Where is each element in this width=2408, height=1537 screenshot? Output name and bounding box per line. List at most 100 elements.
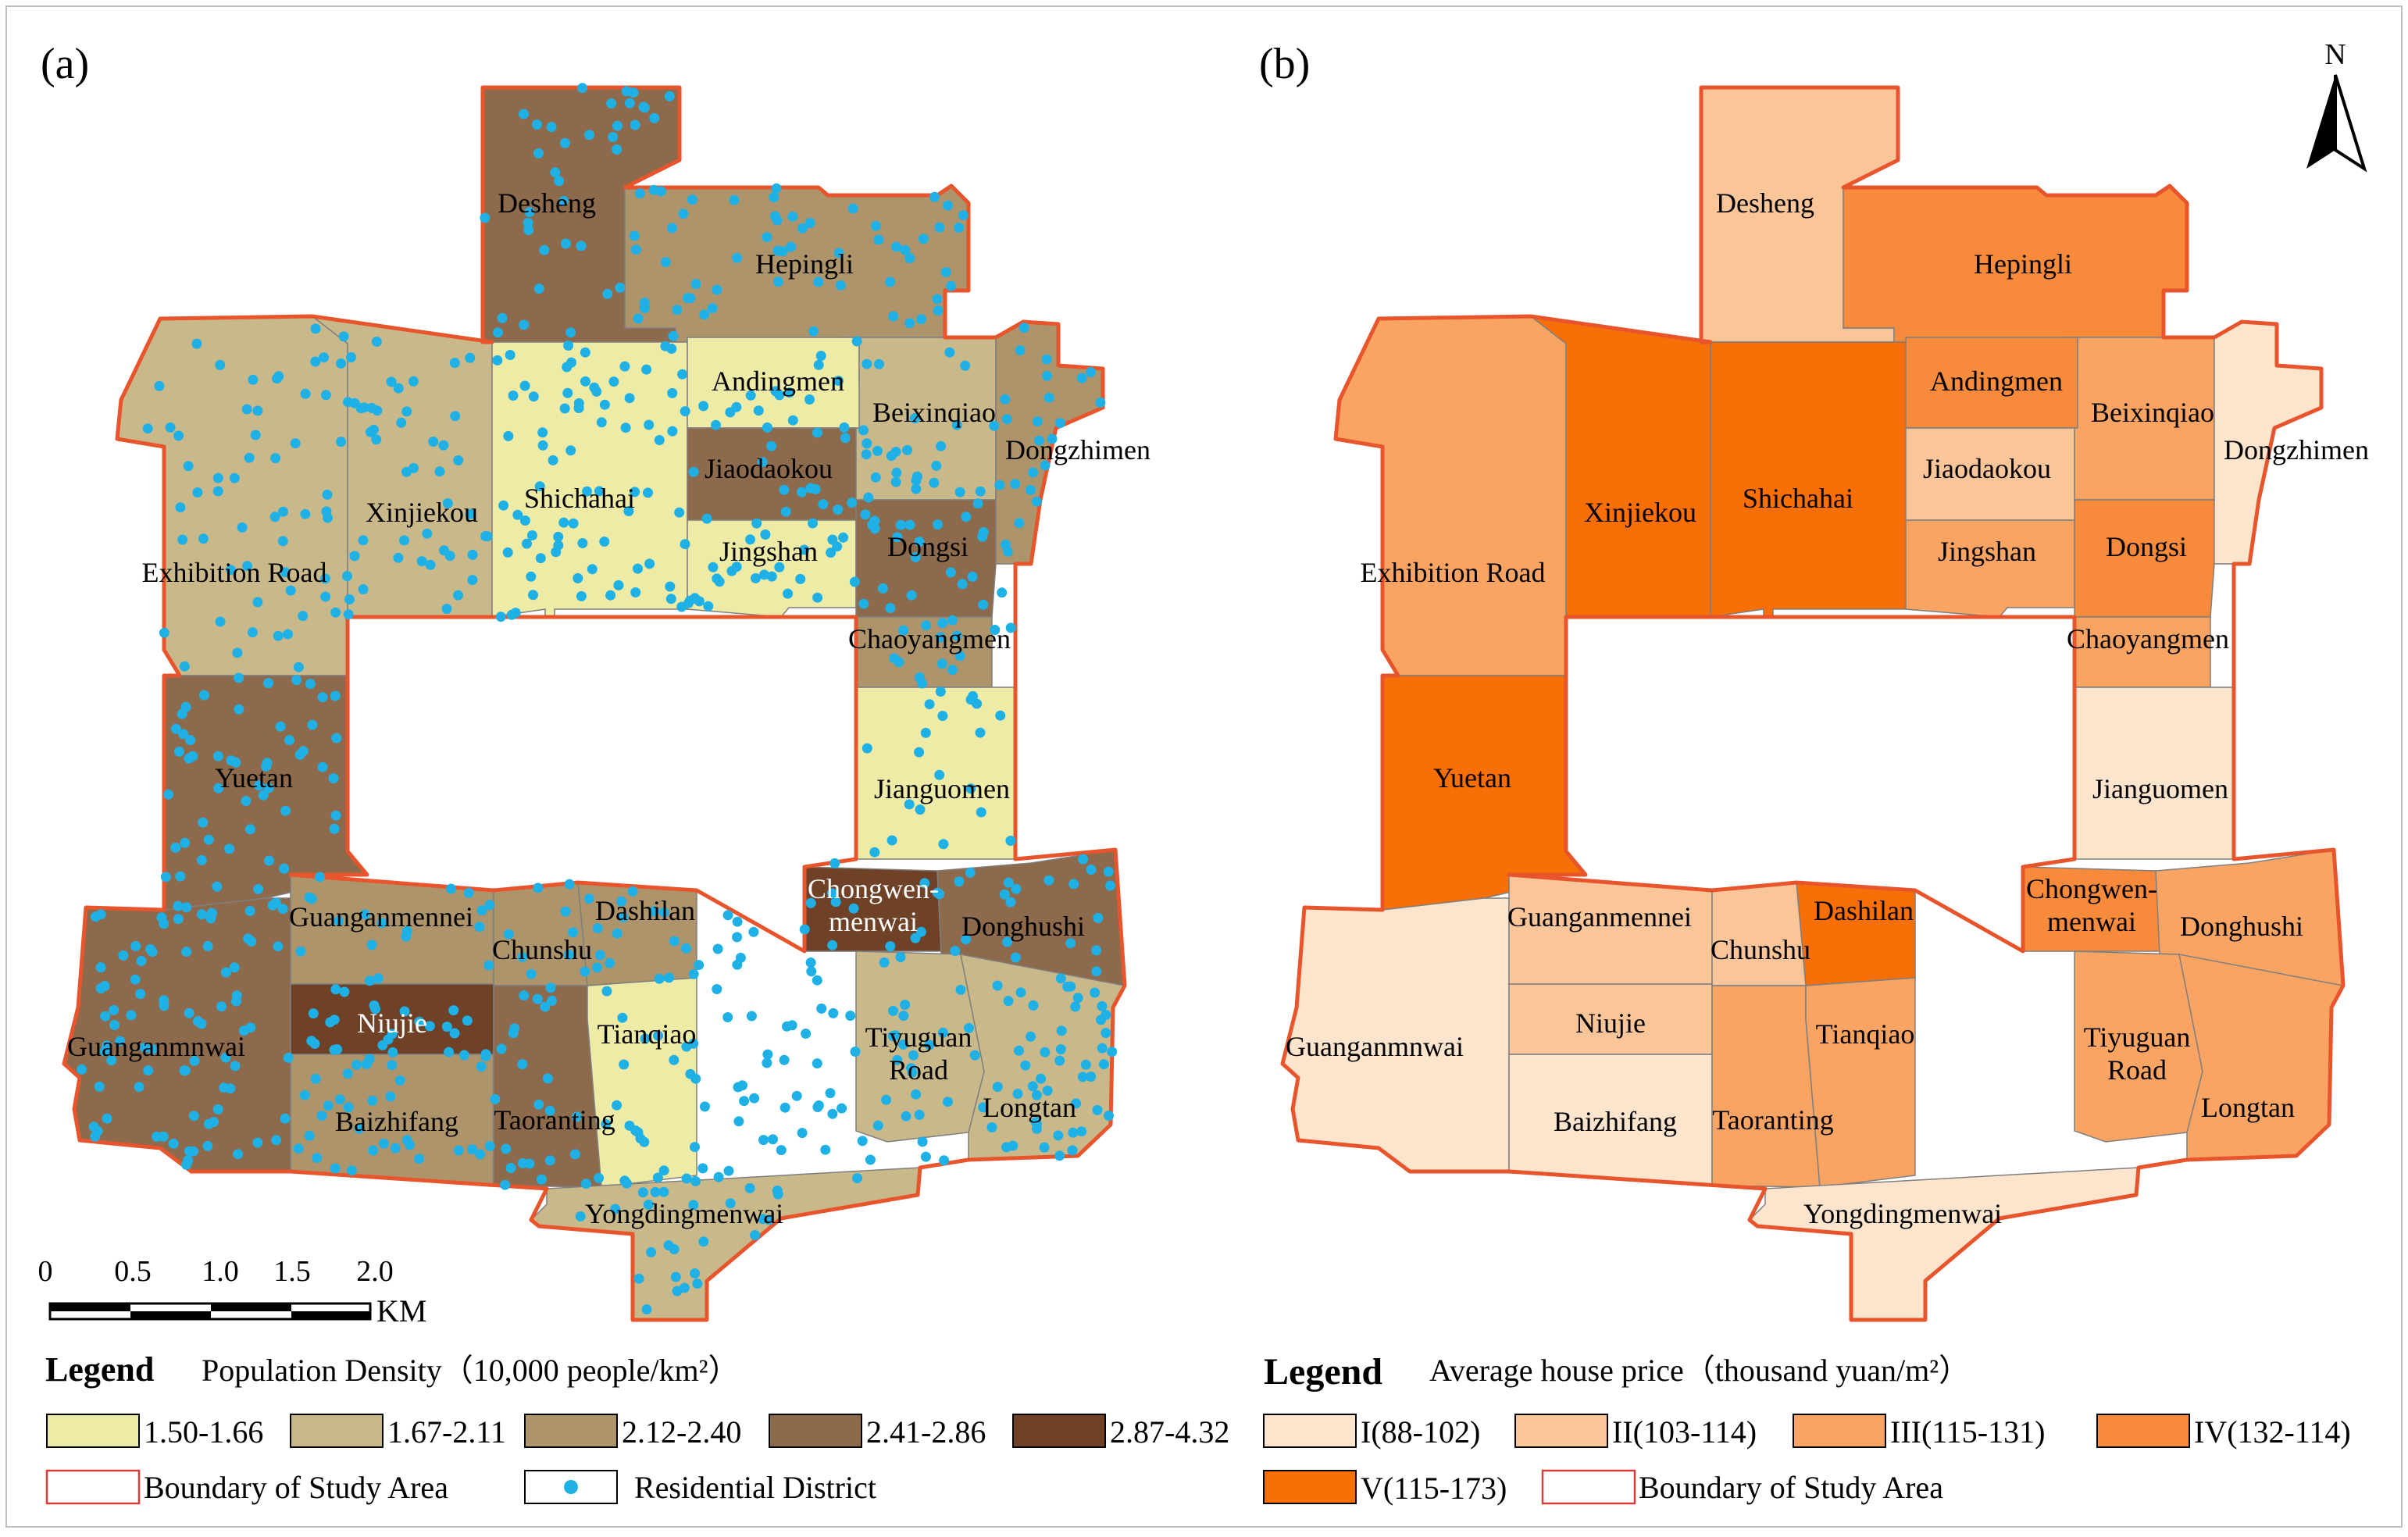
residential-point [722, 1012, 733, 1022]
residential-point [1065, 938, 1076, 949]
residential-point [825, 1088, 836, 1099]
residential-point [273, 630, 284, 641]
residential-point [323, 1100, 334, 1111]
residential-point [1092, 1104, 1103, 1115]
residential-point [649, 906, 660, 917]
residential-point [246, 936, 257, 947]
residential-point [300, 388, 311, 399]
district-label-beixinqiao: Beixinqiao [872, 397, 996, 428]
residential-point [168, 1138, 179, 1149]
residential-point [799, 924, 810, 935]
residential-point [253, 883, 264, 894]
residential-point [542, 1073, 553, 1084]
residential-point [664, 972, 674, 983]
residential-point [901, 1111, 911, 1122]
residential-point [764, 1214, 775, 1225]
residential-point [835, 280, 846, 291]
residential-point [672, 305, 683, 316]
legend-b-boundary-label: Boundary of Study Area [1639, 1470, 1943, 1505]
residential-point [212, 751, 223, 761]
residential-point [1098, 1059, 1109, 1070]
legend-a-subtitle: Population Density（10,000 people/km²） [202, 1353, 740, 1388]
residential-point [1027, 1081, 1038, 1092]
residential-point [725, 1198, 736, 1209]
district-label-jingshan: Jingshan [719, 536, 818, 567]
residential-point [833, 248, 844, 259]
residential-point [159, 627, 169, 638]
residential-point [1093, 912, 1104, 923]
residential-point [749, 1093, 760, 1104]
residential-point [425, 559, 436, 570]
residential-point [559, 403, 570, 414]
residential-point [933, 305, 944, 316]
residential-point [929, 191, 940, 202]
residential-point [383, 1034, 394, 1045]
residential-point [174, 746, 184, 757]
legend-a-label-2: 2.12-2.40 [622, 1414, 741, 1450]
residential-point [639, 102, 650, 113]
residential-point [229, 962, 240, 973]
residential-point [1091, 945, 1102, 956]
residential-point [248, 374, 259, 385]
residential-point [978, 599, 989, 610]
residential-point [159, 918, 169, 929]
residential-point [674, 507, 685, 518]
residential-point [505, 1163, 516, 1173]
residential-point [840, 433, 851, 444]
residential-point [630, 244, 641, 255]
legend-b-classes: I(88-102) II(103-114) III(115-131) IV(132-1… [1263, 1414, 2351, 1506]
district-label-yuetan: Yuetan [215, 762, 293, 793]
residential-point [501, 1143, 512, 1154]
legend-a-swatch-1 [290, 1414, 383, 1448]
residential-point [791, 1090, 802, 1101]
residential-point [277, 536, 288, 547]
residential-point [1028, 467, 1039, 478]
residential-point [633, 563, 643, 574]
residential-point [681, 943, 691, 954]
residential-point [330, 690, 341, 701]
residential-point [648, 184, 659, 195]
residential-point [664, 91, 675, 102]
residential-point [225, 1083, 236, 1094]
residential-point [232, 647, 243, 658]
panel-a-map [62, 85, 1127, 1322]
residential-point [241, 404, 252, 415]
residential-point [969, 1050, 980, 1061]
residential-point [682, 293, 693, 304]
district-label-beixinqiao: Beixinqiao [2091, 397, 2214, 428]
district-label-niujie: Niujie [1575, 1007, 1646, 1039]
residential-point [787, 415, 798, 426]
residential-point [938, 839, 949, 850]
residential-point [895, 952, 906, 962]
residential-point [212, 1104, 223, 1114]
residential-point [812, 975, 822, 986]
residential-point [484, 900, 495, 911]
residential-point [891, 467, 902, 478]
residential-point [935, 686, 946, 697]
residential-point [951, 419, 962, 430]
residential-point [633, 1273, 644, 1284]
residential-point [620, 423, 631, 433]
residential-point [334, 915, 344, 926]
residential-point [474, 922, 485, 933]
residential-point [672, 1286, 683, 1296]
legend-b-label-1: II(103-114) [1612, 1414, 1757, 1450]
legend-a: Legend Population Density（10,000 people/… [45, 1350, 1229, 1505]
legend-b-label-2: III(115-131) [1890, 1414, 2045, 1450]
residential-point [690, 1142, 700, 1153]
residential-point [862, 358, 872, 369]
residential-point [937, 618, 948, 629]
legend-b-swatch-0 [1263, 1414, 1357, 1448]
residential-point [1005, 897, 1016, 908]
residential-point [100, 1011, 111, 1022]
residential-point [1040, 460, 1051, 471]
residential-point [708, 562, 719, 572]
residential-point [492, 355, 503, 366]
legend-a-title: Legend [45, 1350, 154, 1389]
residential-point [914, 1109, 925, 1120]
residential-point [126, 1010, 137, 1021]
residential-point [701, 513, 712, 524]
district-label-shichahai: Shichahai [524, 483, 635, 514]
residential-point [602, 288, 613, 299]
residential-point [895, 519, 906, 530]
